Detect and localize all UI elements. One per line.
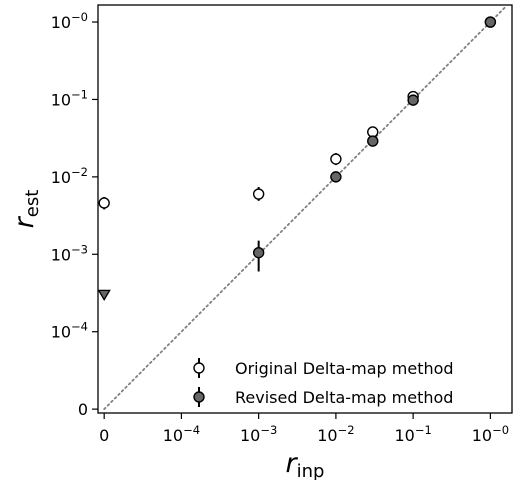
data-point-s1-p1 xyxy=(330,171,342,183)
legend-label-0: Original Delta-map method xyxy=(235,359,454,378)
data-point-s0-p1 xyxy=(252,188,265,200)
legend: Original Delta-map method Revised Delta-m… xyxy=(193,358,454,407)
y-tick-label-4: 10−1 xyxy=(51,87,88,109)
data-point-s1-p3 xyxy=(407,94,419,106)
y-axis-title: rest xyxy=(9,190,43,229)
data-point-s0-p2 xyxy=(330,153,342,165)
data-point-s1-p4 xyxy=(484,16,497,28)
x-tick-label-0: 0 xyxy=(99,426,109,445)
x-tick-label-5: 10−0 xyxy=(472,423,509,445)
x-tick-label-1: 10−4 xyxy=(163,423,200,445)
legend-marker-0 xyxy=(193,362,205,374)
y-tick-label-5: 10−0 xyxy=(51,10,88,32)
data-point-s1-p0 xyxy=(252,246,265,259)
x-axis-title: rinp xyxy=(286,448,325,480)
x-tick-label-3: 10−2 xyxy=(317,423,354,445)
plot-area xyxy=(97,5,507,411)
x-tick-label-2: 10−3 xyxy=(240,423,277,445)
diagonal-line xyxy=(103,5,507,411)
legend-marker-1 xyxy=(193,391,205,403)
y-tick-label-3: 10−2 xyxy=(51,165,88,187)
axes: 0 10−4 10−3 10−2 10−1 10−0 0 10−4 10−3 10−2 10−1 10… xyxy=(9,4,513,480)
legend-label-1: Revised Delta-map method xyxy=(235,388,453,407)
y-tick-label-2: 10−3 xyxy=(51,242,88,264)
x-tick-label-4: 10−1 xyxy=(394,423,431,445)
data-point-s1-p2 xyxy=(367,135,379,147)
y-tick-label-1: 10−4 xyxy=(51,320,88,342)
y-tick-label-0: 0 xyxy=(78,400,88,419)
upper-limit-marker-s1-0 xyxy=(97,289,111,302)
axes-frame xyxy=(97,4,513,414)
data-point-s0-p0 xyxy=(98,197,110,209)
